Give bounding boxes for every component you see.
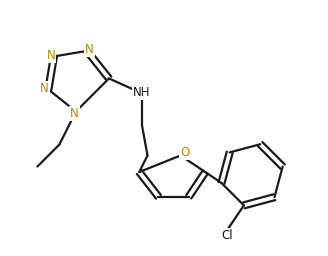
Text: N: N (40, 82, 49, 94)
Text: O: O (180, 146, 189, 159)
Text: Cl: Cl (221, 229, 233, 242)
Text: N: N (85, 43, 94, 56)
Text: NH: NH (133, 86, 151, 99)
Text: N: N (47, 49, 55, 61)
Text: N: N (70, 107, 79, 120)
